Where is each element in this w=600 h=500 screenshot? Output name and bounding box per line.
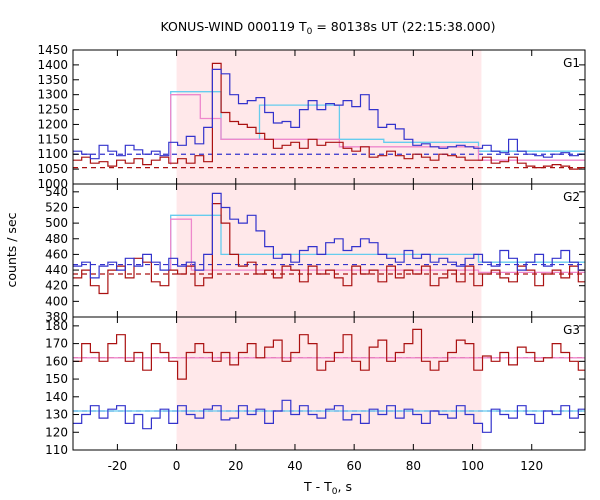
x-tick-label: 0: [173, 459, 181, 473]
x-tick-label: 20: [228, 459, 243, 473]
y-tick-label: 400: [45, 294, 68, 308]
panel-frames: [72, 49, 586, 451]
panel-g2: [73, 192, 585, 295]
shaded-interval: [176, 50, 482, 450]
y-tick-label: 1050: [37, 162, 68, 176]
x-tick-label: 40: [287, 459, 302, 473]
plot-area: [73, 62, 585, 433]
y-tick-label: 1350: [37, 73, 68, 87]
y-tick-label: 440: [45, 263, 68, 277]
g2-soft-series: [73, 203, 585, 295]
y-tick-label: 540: [45, 185, 68, 199]
y-tick-label: 110: [45, 443, 68, 457]
panel-label: G1: [563, 56, 580, 70]
x-tick-label: 60: [347, 459, 362, 473]
y-tick-label: 150: [45, 372, 68, 386]
g2-hard-fit-series: [170, 214, 585, 264]
y-tick-label: 1000: [37, 177, 68, 191]
x-tick-label: 80: [406, 459, 421, 473]
panel-frame-g3: [72, 316, 586, 451]
g2-soft-fit-series: [170, 218, 585, 274]
y-tick-label: 380: [45, 310, 68, 324]
y-tick-label: 170: [45, 337, 68, 351]
y-tick-label: 160: [45, 354, 68, 368]
x-tick-label: 120: [520, 459, 543, 473]
chart-title: KONUS-WIND 000119 T0 = 80138s UT (22:15:…: [160, 19, 495, 37]
y-tick-label: 130: [45, 408, 68, 422]
y-tick-label: 1150: [37, 132, 68, 146]
y-tick-label: 120: [45, 425, 68, 439]
y-tick-label: 180: [45, 319, 68, 333]
g3-hard-series: [73, 399, 585, 433]
y-tick-label: 1450: [37, 43, 68, 57]
g2-hard-series: [73, 192, 585, 279]
panel-label: G2: [563, 190, 580, 204]
axis-labels: 1000105011001150120012501300135014001450…: [37, 43, 580, 473]
y-tick-label: 1300: [37, 88, 68, 102]
panel-g1: [73, 62, 585, 170]
y-tick-label: 420: [45, 279, 68, 293]
y-axis-label: counts / sec: [4, 212, 19, 287]
y-tick-label: 1100: [37, 147, 68, 161]
y-tick-label: 520: [45, 200, 68, 214]
y-tick-label: 480: [45, 232, 68, 246]
g1-hard-series: [73, 68, 585, 160]
g1-soft-series: [73, 62, 585, 170]
y-tick-label: 1250: [37, 103, 68, 117]
y-tick-label: 500: [45, 216, 68, 230]
y-tick-label: 140: [45, 390, 68, 404]
panel-g3: [73, 328, 585, 433]
burst-interval-shading: [176, 50, 482, 450]
y-tick-label: 1200: [37, 117, 68, 131]
x-axis-label: T - T0, s: [303, 479, 352, 497]
g1-soft-fit-series: [170, 94, 585, 165]
panel-label: G3: [563, 323, 580, 337]
x-tick-label: 100: [461, 459, 484, 473]
x-tick-label: -20: [108, 459, 128, 473]
y-tick-label: 1400: [37, 58, 68, 72]
y-tick-label: 460: [45, 247, 68, 261]
g3-soft-series: [73, 328, 585, 380]
